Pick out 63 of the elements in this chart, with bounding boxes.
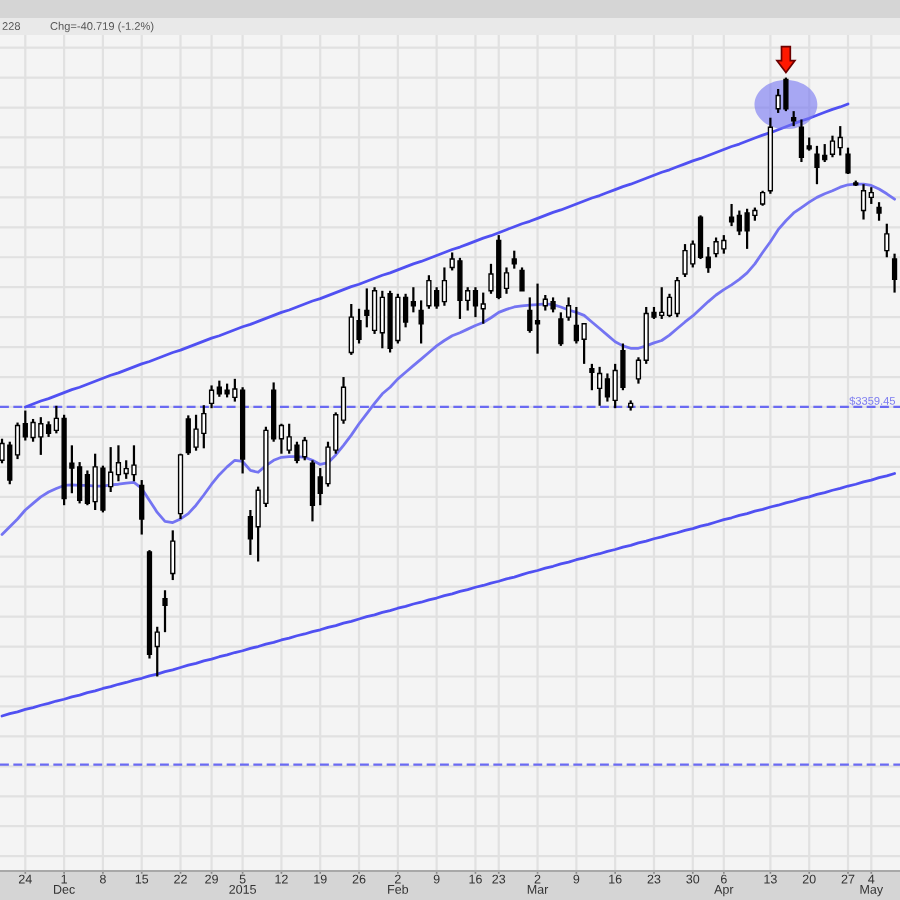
- candlestick: [364, 287, 370, 329]
- candlestick: [674, 275, 680, 319]
- candlestick: [845, 146, 851, 176]
- candlestick: [441, 266, 448, 307]
- candlestick: [565, 296, 572, 322]
- candlestick: [379, 289, 385, 350]
- candlestick: [573, 305, 579, 345]
- candlestick: [418, 299, 424, 345]
- candlestick: [38, 416, 44, 457]
- candlestick: [659, 286, 665, 321]
- candlestick: [286, 422, 292, 455]
- candlestick: [589, 362, 595, 392]
- candlestick: [371, 286, 378, 336]
- candlestick: [139, 478, 145, 536]
- candlestick: [604, 372, 611, 403]
- candlestick: [123, 459, 129, 480]
- candlestick: [837, 124, 843, 157]
- candlestick: [814, 144, 820, 186]
- candlestick: [697, 214, 704, 261]
- candlestick: [356, 307, 362, 345]
- candlestick: [558, 311, 564, 348]
- candlestick: [434, 286, 440, 310]
- candlestick: [131, 444, 137, 483]
- candlestick: [426, 274, 432, 310]
- candlestick: [84, 469, 91, 507]
- candlestick: [100, 464, 106, 514]
- candlestick: [162, 589, 168, 634]
- candlestick: [783, 76, 789, 113]
- candlestick: [348, 302, 354, 356]
- candlestick: [457, 256, 463, 321]
- candlestick: [798, 118, 805, 164]
- candlestick: [721, 233, 727, 255]
- candlestick: [775, 87, 781, 115]
- candlestick: [309, 459, 316, 523]
- candlestick: [302, 435, 308, 462]
- candlestick: [472, 286, 479, 319]
- candlestick: [744, 207, 750, 250]
- candlestick: [713, 236, 719, 259]
- candlestick: [682, 242, 688, 279]
- candlestick: [30, 417, 36, 443]
- candlestick: [527, 296, 533, 334]
- candlestick: [829, 134, 836, 159]
- candlestick: [736, 209, 742, 237]
- candlestick: [294, 440, 300, 465]
- candlestick: [891, 252, 898, 294]
- candlestick: [170, 529, 176, 582]
- candlestick: [395, 292, 401, 345]
- candlestick: [115, 444, 122, 483]
- candlestick: [597, 365, 603, 407]
- candlestick: [193, 413, 199, 452]
- candlestick: [480, 291, 486, 325]
- candlestick: [728, 202, 735, 228]
- candlestick: [884, 222, 890, 259]
- candlestick: [519, 266, 525, 292]
- candlestick: [92, 452, 98, 512]
- candlestick: [201, 404, 207, 450]
- candlestick: [185, 414, 191, 457]
- candlestick: [534, 282, 541, 355]
- candlestick: [876, 201, 882, 222]
- candlestick: [76, 460, 83, 505]
- candlestick: [208, 384, 215, 410]
- candlestick: [581, 322, 587, 365]
- candlestick: [860, 183, 867, 221]
